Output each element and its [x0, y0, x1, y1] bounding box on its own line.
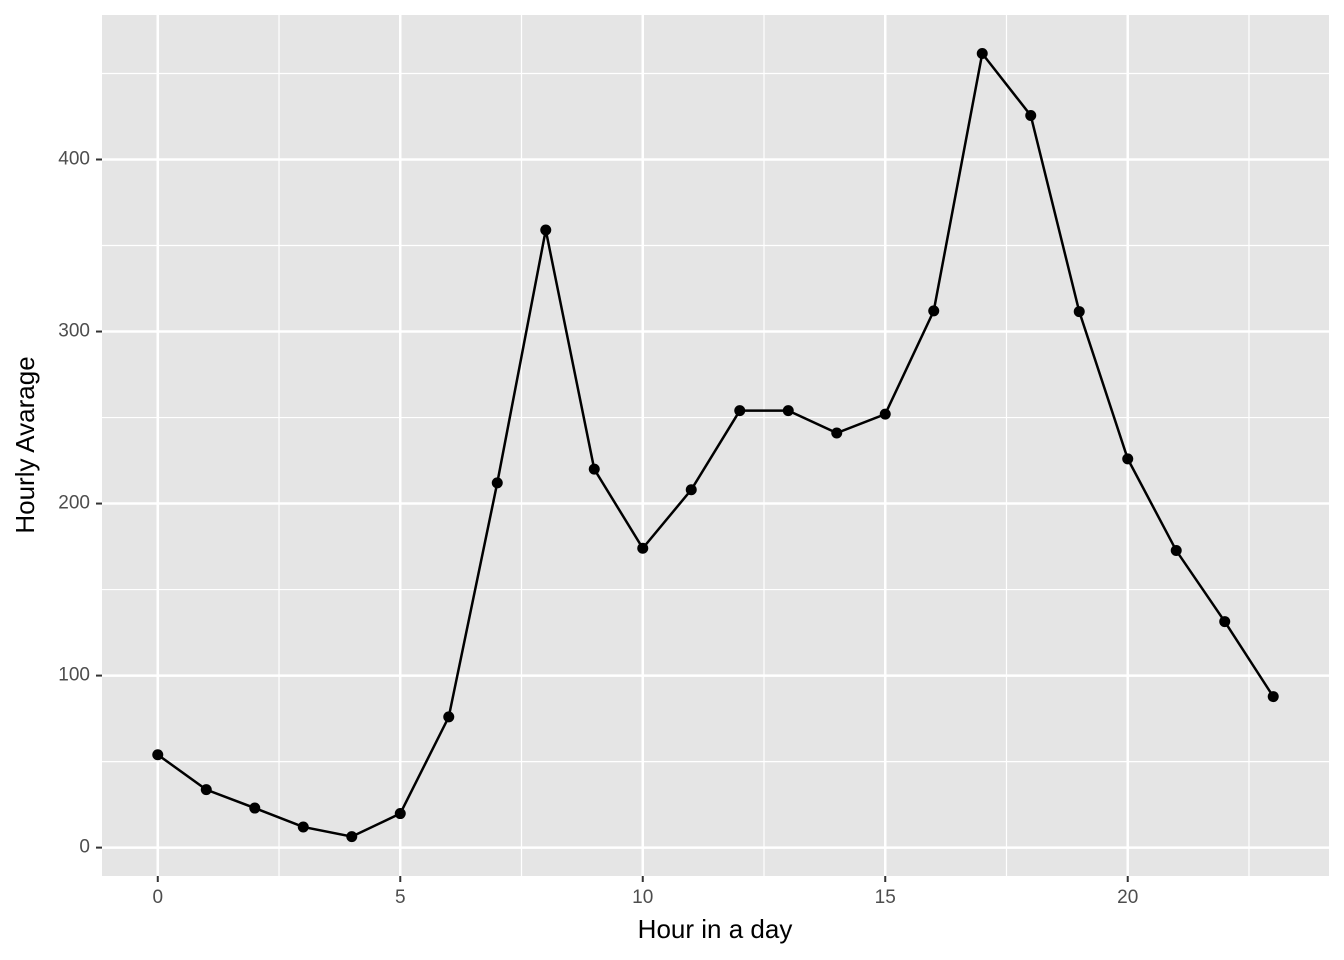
data-point [297, 821, 309, 833]
y-tick-label: 0 [79, 837, 90, 858]
plot-panel [102, 15, 1329, 876]
y-tick-label: 400 [58, 149, 90, 170]
y-tick-label: 100 [58, 665, 90, 686]
data-point [394, 808, 406, 820]
data-point [1025, 109, 1037, 121]
data-point [200, 784, 212, 796]
data-point [152, 749, 164, 761]
data-point [1219, 616, 1231, 628]
y-tick-label: 200 [58, 493, 90, 514]
x-tick-label: 20 [1117, 887, 1138, 908]
data-point [879, 408, 891, 420]
x-tick-label: 5 [395, 887, 406, 908]
data-point [782, 405, 794, 417]
x-tick-label: 15 [875, 887, 896, 908]
data-point [1170, 545, 1182, 557]
data-point [249, 802, 261, 814]
data-point [1267, 691, 1279, 703]
data-point [685, 484, 697, 496]
data-point [831, 427, 843, 439]
data-point [491, 477, 503, 489]
data-point [346, 831, 358, 843]
data-line [157, 50, 1275, 838]
data-point [1073, 306, 1085, 318]
x-axis-title: Hour in a day [638, 914, 793, 944]
y-axis-title: Hourly Avarage [10, 356, 40, 533]
data-point [540, 224, 552, 236]
x-tick-label: 0 [152, 887, 163, 908]
data-point [928, 305, 940, 317]
data-point [976, 48, 988, 60]
x-tick-label: 10 [632, 887, 653, 908]
data-point [443, 711, 455, 723]
data-point [1122, 453, 1134, 465]
y-tick-label: 300 [58, 321, 90, 342]
data-point [588, 463, 600, 475]
data-point [637, 542, 649, 554]
data-point [734, 405, 746, 417]
